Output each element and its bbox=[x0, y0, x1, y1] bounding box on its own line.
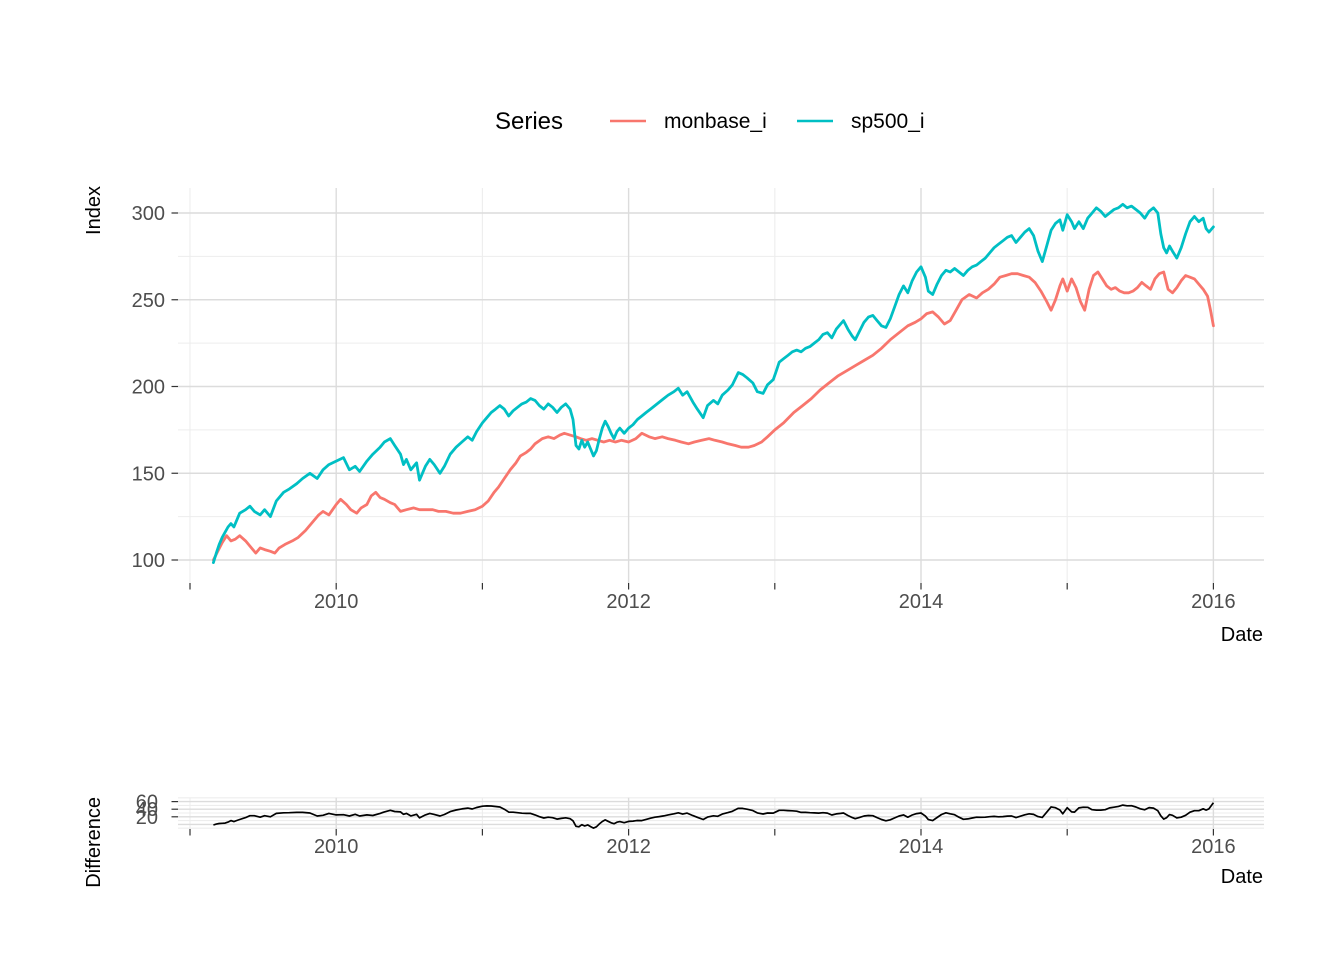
y-tick-label: 150 bbox=[132, 463, 165, 485]
legend-label-sp500: sp500_i bbox=[851, 110, 925, 133]
x-tick-label: 2014 bbox=[899, 591, 944, 613]
y-tick-label: 20 bbox=[136, 807, 158, 829]
series-line-sp500_i bbox=[212, 202, 1215, 564]
legend: Series monbase_i sp500_i bbox=[495, 108, 925, 135]
x-tick-label: 2016 bbox=[1191, 591, 1236, 613]
x-tick-label: 2010 bbox=[314, 836, 359, 858]
y-tick-label: 40 bbox=[136, 799, 158, 821]
series-line-monbase_i bbox=[212, 270, 1215, 562]
legend-item-monbase: monbase_i bbox=[610, 110, 767, 133]
legend-item-sp500: sp500_i bbox=[797, 110, 925, 133]
top-chart-panel: 2010 2012 2014 2016 100 150 200 250 300 bbox=[132, 188, 1264, 613]
x-axis-title-date-top: Date bbox=[1221, 624, 1263, 646]
y-axis-title-index: Index bbox=[83, 186, 105, 235]
legend-title: Series bbox=[495, 108, 563, 135]
x-tick-label: 2014 bbox=[899, 836, 944, 858]
x-axis-title-date-bottom: Date bbox=[1221, 866, 1263, 888]
legend-label-monbase: monbase_i bbox=[664, 110, 767, 133]
y-tick-label: 250 bbox=[132, 290, 165, 312]
difference-line bbox=[213, 802, 1215, 829]
x-tick-label: 2010 bbox=[314, 591, 359, 613]
y-tick-label: 300 bbox=[132, 203, 165, 225]
x-tick-label: 2012 bbox=[606, 836, 651, 858]
y-axis-title-difference: Difference bbox=[83, 797, 105, 888]
y-tick-label: 60 bbox=[136, 792, 158, 814]
x-tick-label: 2012 bbox=[606, 591, 651, 613]
x-tick-label: 2016 bbox=[1191, 836, 1236, 858]
y-tick-label: 200 bbox=[132, 377, 165, 399]
y-tick-label: 100 bbox=[132, 550, 165, 572]
